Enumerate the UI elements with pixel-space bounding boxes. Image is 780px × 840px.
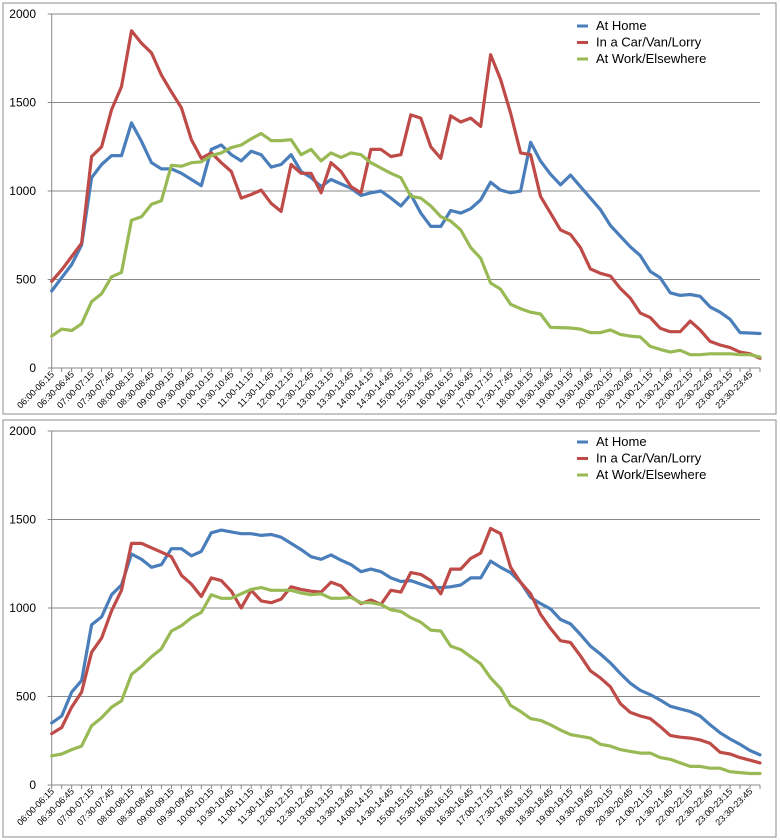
- series-line-at-work-elsewhere: [50, 585, 762, 776]
- legend-label: At Work/Elsewhere: [596, 51, 706, 66]
- y-tick-label: 2000: [9, 424, 36, 438]
- y-tick-label: 1000: [9, 184, 36, 198]
- legend-label: In a Car/Van/Lorry: [596, 35, 702, 50]
- y-tick-label: 500: [16, 690, 36, 704]
- series-line-at-work-elsewhere: [50, 131, 762, 359]
- y-tick-label: 500: [16, 273, 36, 287]
- legend-label: In a Car/Van/Lorry: [596, 451, 702, 466]
- chart-panel-2: 050010001500200006:00-06:1506:30-06:4507…: [2, 419, 777, 838]
- legend-label: At Work/Elsewhere: [596, 467, 706, 482]
- y-tick-label: 2000: [9, 7, 36, 21]
- series-line-in-a-car-van-lorry: [50, 526, 762, 765]
- y-tick-label: 1000: [9, 601, 36, 615]
- y-tick-label: 0: [29, 361, 36, 375]
- y-tick-label: 0: [29, 778, 36, 792]
- legend-label: At Home: [596, 434, 647, 449]
- series-line-in-a-car-van-lorry: [50, 29, 762, 360]
- y-tick-label: 1500: [9, 96, 36, 110]
- chart-panel-1: 050010001500200006:00-06:1506:30-06:4507…: [2, 2, 777, 415]
- y-tick-label: 1500: [9, 513, 36, 527]
- panel-border: [2, 419, 777, 838]
- legend-label: At Home: [596, 18, 647, 33]
